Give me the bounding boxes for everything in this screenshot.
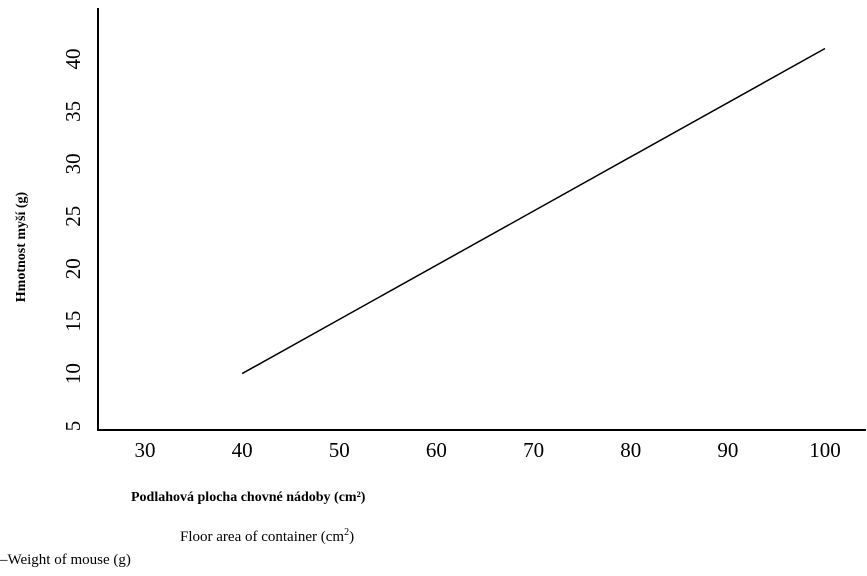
x-axis-caption-english: Floor area of container (cm2) (180, 527, 354, 546)
y-tick-label: 40 (61, 49, 85, 70)
x-tick-label: 100 (809, 438, 841, 462)
x-tick-label: 80 (620, 438, 641, 462)
x-tick-labels: 30 40 50 60 70 80 90 100 (135, 438, 841, 462)
y-axis-title: Hmotnost myší (g) (14, 191, 29, 302)
y-tick-label: 35 (61, 101, 85, 122)
y-tick-label: 25 (61, 206, 85, 227)
series-line (241, 47, 826, 375)
x-tick-label: 30 (135, 438, 156, 462)
line-chart: 5 10 15 20 25 30 35 40 30 40 50 60 70 80 90 100 Hmotno… (14, 8, 866, 505)
y-tick-label: 20 (61, 258, 85, 279)
x-axis-title: Podlahová plocha chovné nádoby (cm²) (131, 490, 366, 505)
x-tick-label: 60 (426, 438, 447, 462)
y-tick-labels: 5 10 15 20 25 30 35 40 (61, 49, 85, 432)
x-caption-superscript: 2 (344, 527, 350, 538)
x-caption-text: Floor area of container (cm (180, 529, 345, 545)
x-caption-close: ) (349, 529, 355, 545)
y-axis-caption-english: –Weight of mouse (g) (0, 552, 131, 568)
y-tick-label: 15 (61, 311, 85, 332)
x-tick-label: 70 (523, 438, 544, 462)
series-layer (241, 47, 826, 375)
x-tick-label: 50 (329, 438, 350, 462)
y-tick-label: 5 (61, 421, 85, 432)
x-tick-label: 90 (717, 438, 738, 462)
y-tick-label: 10 (61, 363, 85, 384)
y-tick-label: 30 (61, 153, 85, 174)
x-tick-label: 40 (232, 438, 253, 462)
